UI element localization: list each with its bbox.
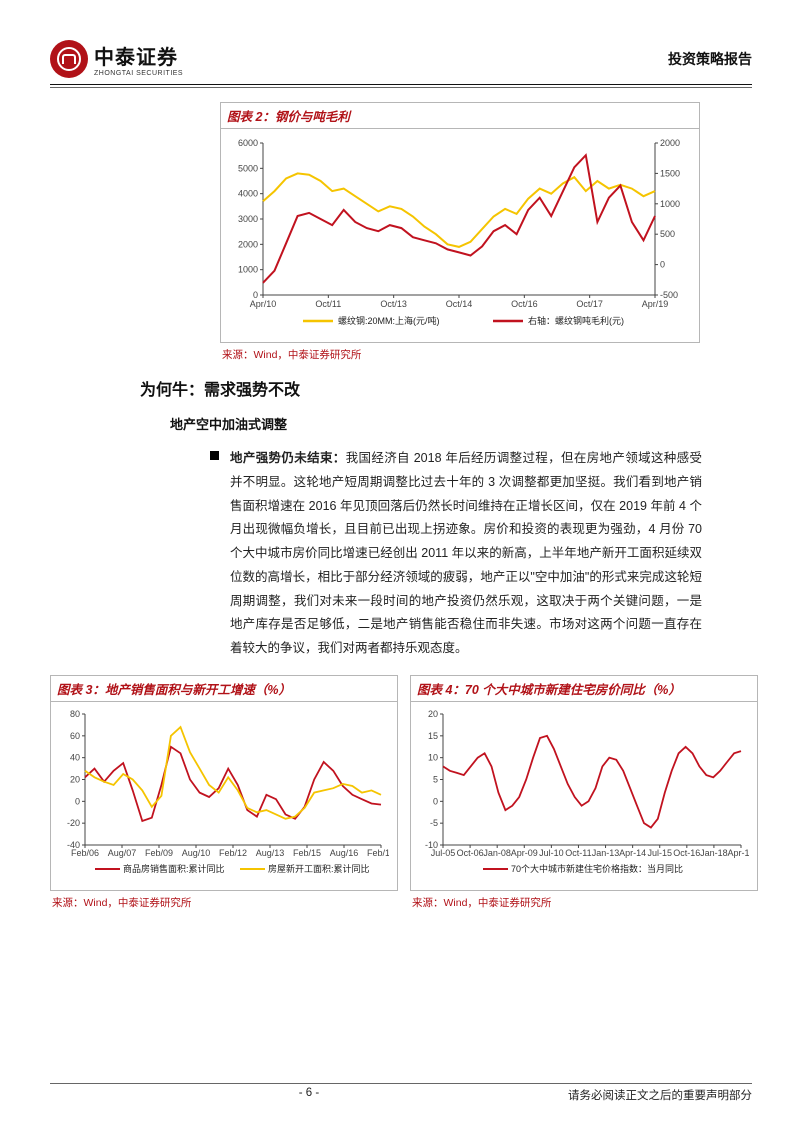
svg-text:Feb/09: Feb/09 (145, 848, 173, 858)
chart-2-container: 图表 2：钢价与吨毛利 0100020003000400050006000-50… (220, 102, 700, 343)
svg-text:0: 0 (433, 796, 438, 806)
svg-text:Jul-10: Jul-10 (539, 848, 564, 858)
svg-text:Oct/16: Oct/16 (511, 299, 538, 309)
chart-2-title: 图表 2：钢价与吨毛利 (221, 103, 699, 129)
svg-text:Oct/17: Oct/17 (576, 299, 603, 309)
svg-text:60: 60 (70, 731, 80, 741)
chart-4-source: 来源：Wind，中泰证券研究所 (412, 895, 758, 910)
svg-text:Aug/13: Aug/13 (256, 848, 285, 858)
report-type: 投资策略报告 (668, 49, 752, 69)
page-number: - 6 - (299, 1087, 319, 1103)
svg-text:Apr/19: Apr/19 (642, 299, 669, 309)
svg-text:5000: 5000 (238, 163, 258, 173)
svg-text:2000: 2000 (238, 239, 258, 249)
svg-text:Oct/13: Oct/13 (380, 299, 407, 309)
svg-text:-5: -5 (430, 818, 438, 828)
svg-text:Apr/10: Apr/10 (250, 299, 277, 309)
svg-text:Jul-05: Jul-05 (431, 848, 456, 858)
svg-text:Jan-18: Jan-18 (700, 848, 728, 858)
svg-text:15: 15 (428, 731, 438, 741)
para-lead: 地产强势仍未结束： (230, 451, 346, 465)
svg-text:20: 20 (70, 774, 80, 784)
svg-text:螺纹钢:20MM:上海(元/吨): 螺纹钢:20MM:上海(元/吨) (338, 315, 440, 326)
svg-text:Oct-11: Oct-11 (565, 848, 591, 858)
svg-text:右轴：螺纹钢吨毛利(元): 右轴：螺纹钢吨毛利(元) (528, 315, 624, 326)
svg-text:Jan-08: Jan-08 (483, 848, 511, 858)
svg-text:40: 40 (70, 752, 80, 762)
svg-text:Jan-13: Jan-13 (592, 848, 620, 858)
svg-text:Oct/11: Oct/11 (315, 299, 341, 309)
svg-text:1500: 1500 (660, 168, 680, 178)
logo-icon (50, 40, 88, 78)
svg-text:Apr-09: Apr-09 (511, 848, 538, 858)
chart-4-title: 图表 4：70 个大中城市新建住宅房价同比（%） (411, 676, 757, 702)
svg-text:4000: 4000 (238, 189, 258, 199)
body-paragraph: 地产强势仍未结束：我国经济自 2018 年后经历调整过程，但在房地产领域这种感受… (230, 447, 702, 661)
svg-text:Aug/07: Aug/07 (108, 848, 137, 858)
svg-text:房屋新开工面积:累计同比: 房屋新开工面积:累计同比 (268, 863, 370, 874)
company-name-cn: 中泰证券 (94, 41, 183, 70)
svg-text:1000: 1000 (238, 265, 258, 275)
company-name-en: ZHONGTAI SECURITIES (94, 70, 183, 77)
svg-text:80: 80 (70, 709, 80, 719)
chart-3-source: 来源：Wind，中泰证券研究所 (52, 895, 398, 910)
para-body: 我国经济自 2018 年后经历调整过程，但在房地产领域这种感受并不明显。这轮地产… (230, 451, 702, 655)
svg-text:6000: 6000 (238, 138, 258, 148)
chart-2-source: 来源：Wind，中泰证券研究所 (222, 347, 700, 362)
section-heading-2: 地产空中加油式调整 (170, 414, 752, 433)
svg-text:商品房销售面积:累计同比: 商品房销售面积:累计同比 (123, 863, 225, 874)
svg-text:3000: 3000 (238, 214, 258, 224)
svg-text:20: 20 (428, 709, 438, 719)
svg-text:Oct-16: Oct-16 (673, 848, 700, 858)
chart-4-container: 图表 4：70 个大中城市新建住宅房价同比（%） -10-505101520Ju… (410, 675, 758, 891)
svg-text:0: 0 (75, 796, 80, 806)
section-heading-1: 为何牛：需求强势不改 (140, 376, 752, 400)
svg-text:Apr-14: Apr-14 (619, 848, 646, 858)
chart-4-svg: -10-505101520Jul-05Oct-06Jan-08Apr-09Jul… (419, 708, 749, 883)
chart-3-container: 图表 3：地产销售面积与新开工增速（%） -40-20020406080Feb/… (50, 675, 398, 891)
svg-text:2000: 2000 (660, 138, 680, 148)
svg-text:Feb/18: Feb/18 (367, 848, 389, 858)
svg-text:500: 500 (660, 229, 675, 239)
svg-text:70个大中城市新建住宅价格指数：当月同比: 70个大中城市新建住宅价格指数：当月同比 (511, 863, 683, 874)
svg-text:Apr-19: Apr-19 (727, 848, 749, 858)
svg-text:0: 0 (660, 260, 665, 270)
svg-text:Jul-15: Jul-15 (647, 848, 672, 858)
svg-text:10: 10 (428, 752, 438, 762)
bullet-icon (210, 451, 219, 460)
footer-disclaimer: 请务必阅读正文之后的重要声明部分 (568, 1087, 752, 1103)
page-header: 中泰证券 ZHONGTAI SECURITIES 投资策略报告 (50, 40, 752, 78)
company-logo: 中泰证券 ZHONGTAI SECURITIES (50, 40, 183, 78)
svg-text:Feb/15: Feb/15 (293, 848, 321, 858)
svg-text:Aug/16: Aug/16 (330, 848, 359, 858)
svg-text:Aug/10: Aug/10 (182, 848, 211, 858)
chart-3-svg: -40-20020406080Feb/06Aug/07Feb/09Aug/10F… (59, 708, 389, 883)
svg-text:-20: -20 (67, 818, 80, 828)
chart-3-title: 图表 3：地产销售面积与新开工增速（%） (51, 676, 397, 702)
svg-text:1000: 1000 (660, 199, 680, 209)
svg-text:5: 5 (433, 774, 438, 784)
chart-2-svg: 0100020003000400050006000-50005001000150… (229, 135, 689, 335)
svg-text:Oct-06: Oct-06 (457, 848, 484, 858)
svg-text:Feb/06: Feb/06 (71, 848, 99, 858)
page-footer: - 6 - 请务必阅读正文之后的重要声明部分 (50, 1083, 752, 1103)
svg-text:Feb/12: Feb/12 (219, 848, 247, 858)
svg-text:Oct/14: Oct/14 (446, 299, 473, 309)
